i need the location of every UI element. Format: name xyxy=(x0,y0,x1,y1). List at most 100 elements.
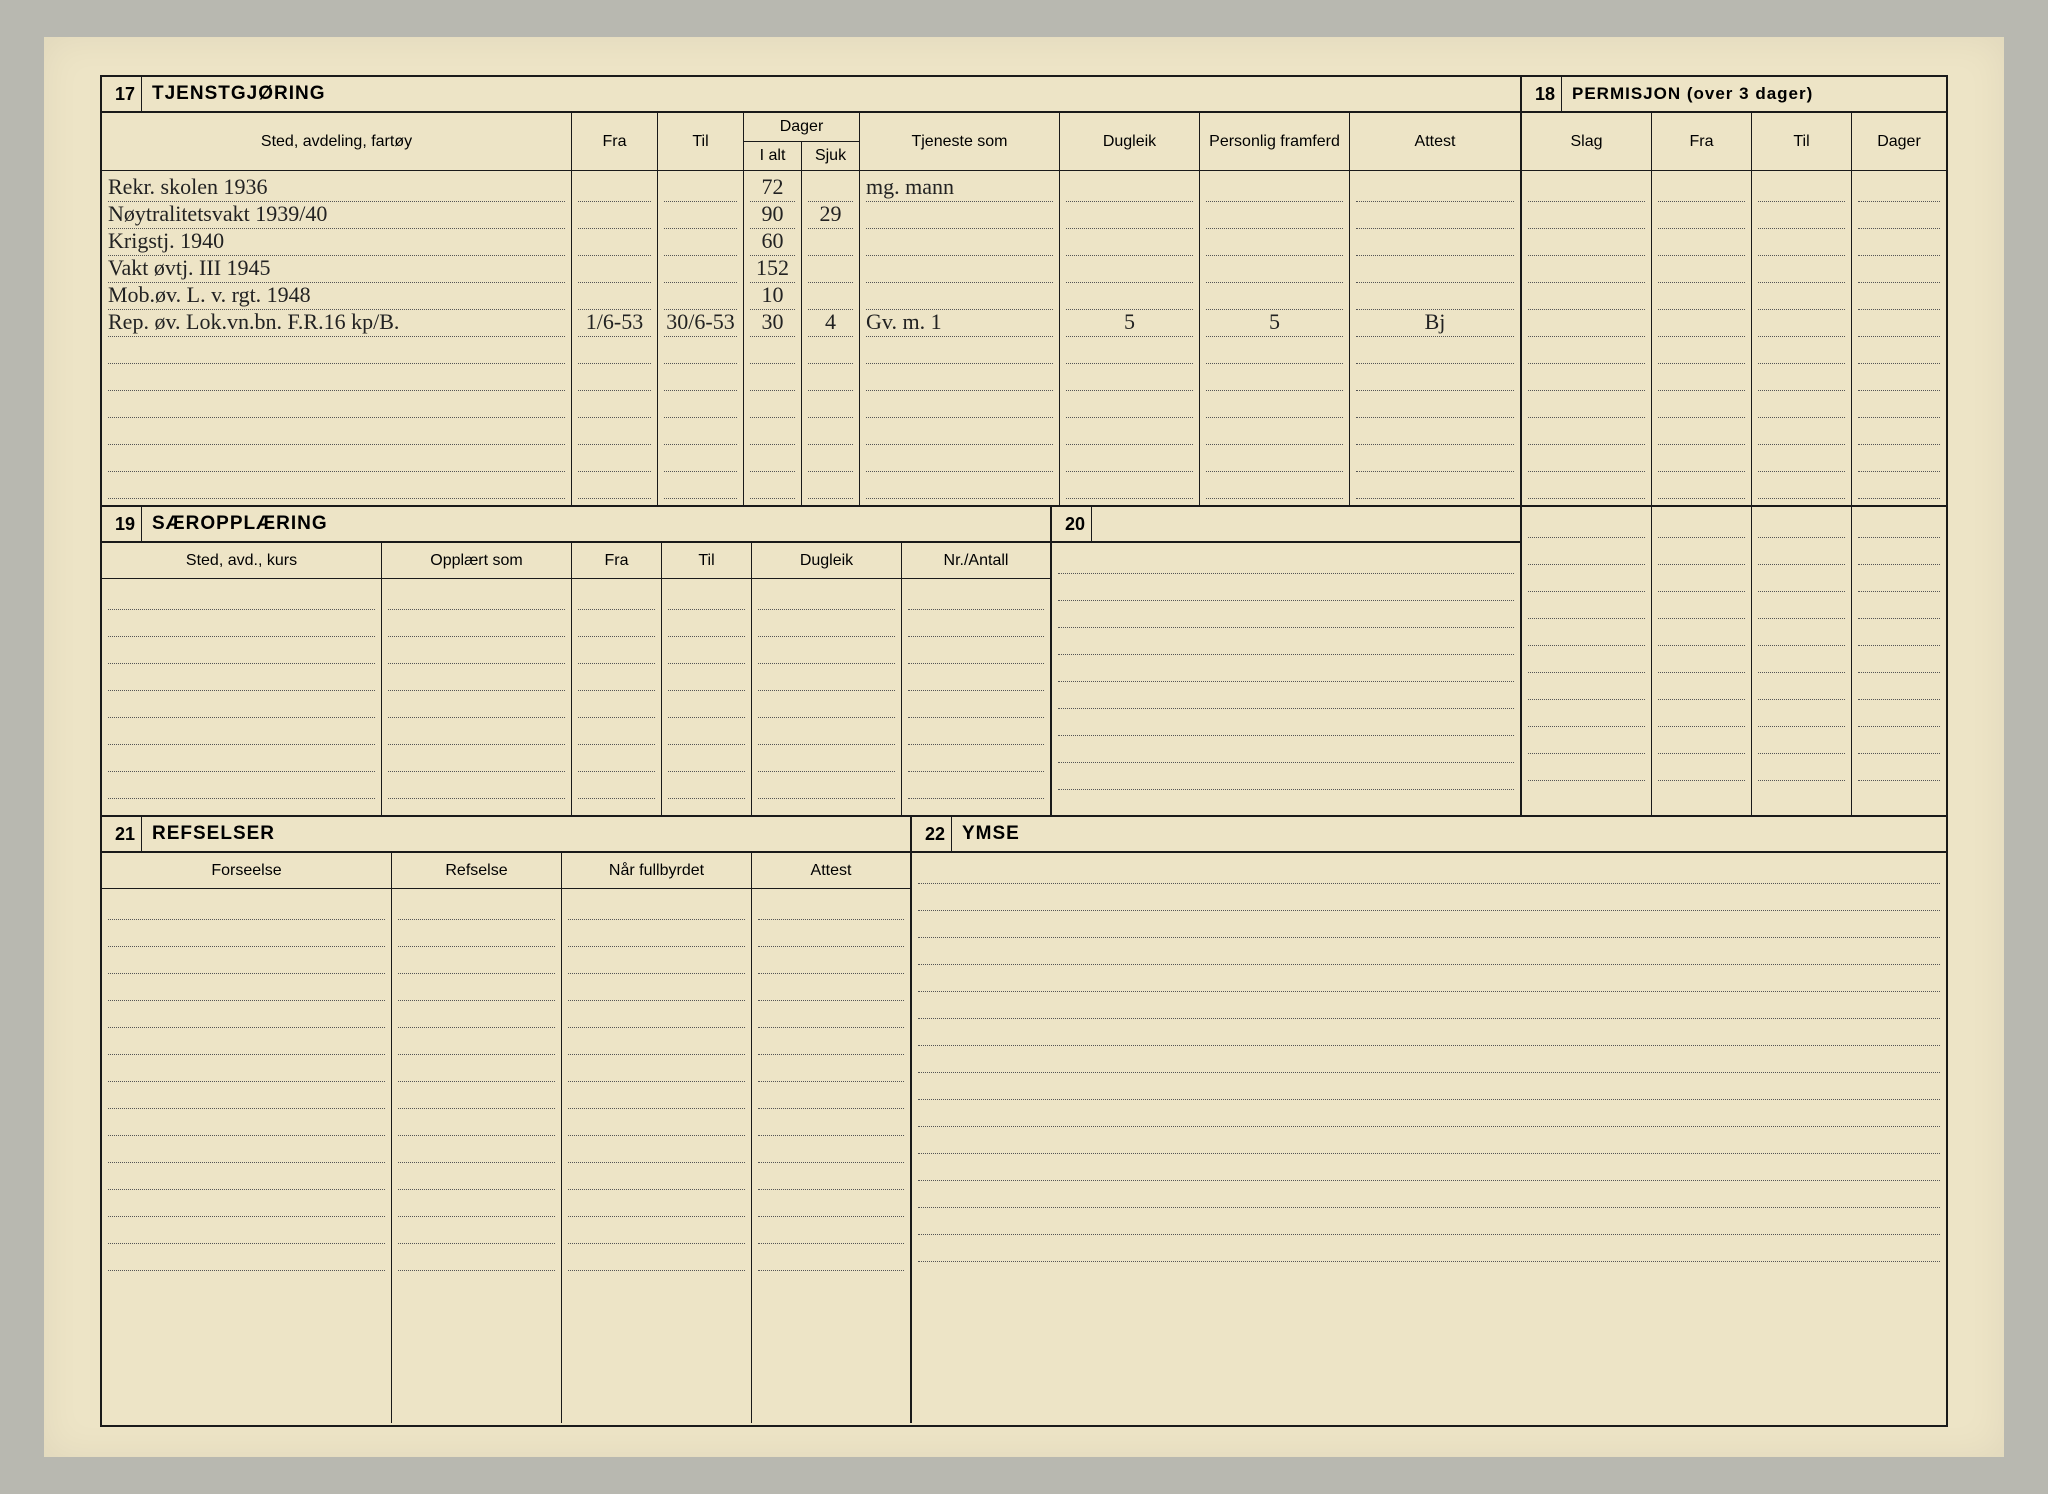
data-line xyxy=(750,445,795,472)
data-line xyxy=(108,974,385,1001)
data-line xyxy=(1858,727,1940,754)
data-line: 30 xyxy=(750,310,795,337)
data-line xyxy=(908,637,1044,664)
sec21-body xyxy=(102,889,910,1423)
data-line xyxy=(1528,364,1645,391)
data-line xyxy=(758,1244,904,1271)
data-line xyxy=(758,947,904,974)
col-til: Til xyxy=(658,113,744,170)
section-20-header: 20 xyxy=(1052,507,1520,543)
data-line: Mob.øv. L. v. rgt. 1948 xyxy=(108,283,565,310)
data-line: Bj xyxy=(1356,310,1514,337)
col-dager: Dager I alt Sjuk xyxy=(744,113,860,170)
form-frame: 17 TJENSTGJØRING Sted, avdeling, fartøy … xyxy=(100,75,1948,1427)
data-line xyxy=(108,920,385,947)
data-line xyxy=(918,992,1940,1019)
data-line xyxy=(758,1163,904,1190)
data-line xyxy=(1858,673,1940,700)
data-line xyxy=(1356,472,1514,499)
data-line xyxy=(578,664,655,691)
data-line xyxy=(1356,418,1514,445)
data-line xyxy=(808,472,853,499)
data-line xyxy=(664,445,737,472)
data-line xyxy=(1858,310,1940,337)
data-line xyxy=(108,1082,385,1109)
data-line xyxy=(758,718,895,745)
data-line xyxy=(1058,574,1514,601)
data-line xyxy=(808,445,853,472)
data-line xyxy=(1758,673,1845,700)
data-line xyxy=(108,472,565,499)
data-line xyxy=(866,337,1053,364)
data-line xyxy=(108,337,565,364)
data-line xyxy=(866,256,1053,283)
data-line xyxy=(1058,547,1514,574)
data-line xyxy=(1758,202,1845,229)
data-line xyxy=(1528,256,1645,283)
data-line xyxy=(758,1190,904,1217)
data-line xyxy=(1758,511,1845,538)
data-line: Krigstj. 1940 xyxy=(108,229,565,256)
col-dager-label: Dager xyxy=(744,113,859,142)
data-line xyxy=(866,391,1053,418)
data-line xyxy=(568,920,745,947)
data-line xyxy=(1858,700,1940,727)
data-line xyxy=(758,920,904,947)
data-line xyxy=(1066,472,1193,499)
data-line xyxy=(758,1055,904,1082)
data-line xyxy=(1658,646,1745,673)
data-line xyxy=(1758,727,1845,754)
data-line xyxy=(1058,601,1514,628)
data-line xyxy=(568,974,745,1001)
data-line xyxy=(1758,754,1845,781)
data-line xyxy=(1758,472,1845,499)
data-line xyxy=(668,691,745,718)
data-line xyxy=(1758,283,1845,310)
data-line xyxy=(1066,202,1193,229)
data-line xyxy=(568,1028,745,1055)
data-line xyxy=(1356,283,1514,310)
data-line xyxy=(568,1082,745,1109)
data-line xyxy=(108,1190,385,1217)
data-line xyxy=(918,965,1940,992)
data-line xyxy=(1206,229,1343,256)
sec18-col-headers: Slag Fra Til Dager xyxy=(1522,113,1946,171)
data-line xyxy=(1658,565,1745,592)
data-line xyxy=(750,364,795,391)
data-line xyxy=(108,947,385,974)
data-line xyxy=(758,691,895,718)
data-line xyxy=(1206,364,1343,391)
data-line xyxy=(578,745,655,772)
sec18-body-cont xyxy=(1522,507,1946,815)
data-line xyxy=(1528,283,1645,310)
data-line xyxy=(568,1136,745,1163)
data-line xyxy=(1066,175,1193,202)
data-line xyxy=(1758,700,1845,727)
data-line xyxy=(1658,619,1745,646)
data-line xyxy=(664,364,737,391)
data-line xyxy=(568,1109,745,1136)
data-line xyxy=(578,583,655,610)
data-line: Rekr. skolen 1936 xyxy=(108,175,565,202)
data-line xyxy=(1758,445,1845,472)
section-17-num: 17 xyxy=(102,77,142,111)
data-line: 1/6-53 xyxy=(578,310,651,337)
data-line xyxy=(108,1028,385,1055)
data-line xyxy=(664,175,737,202)
section-21-title: REFSELSER xyxy=(142,823,275,845)
data-line xyxy=(398,920,555,947)
data-line xyxy=(1858,472,1940,499)
data-line xyxy=(1528,565,1645,592)
data-line xyxy=(568,947,745,974)
section-20: 20 xyxy=(1052,507,1522,815)
data-line xyxy=(1058,763,1514,790)
data-line xyxy=(1858,511,1940,538)
col-ialt: I alt xyxy=(744,142,802,171)
document-page: 17 TJENSTGJØRING Sted, avdeling, fartøy … xyxy=(44,37,2004,1457)
col18-dager: Dager xyxy=(1852,113,1946,170)
data-line xyxy=(1356,445,1514,472)
col-sted: Sted, avdeling, fartøy xyxy=(102,113,572,170)
sec19-body xyxy=(102,579,1050,815)
data-line xyxy=(758,974,904,1001)
data-line xyxy=(1066,391,1193,418)
